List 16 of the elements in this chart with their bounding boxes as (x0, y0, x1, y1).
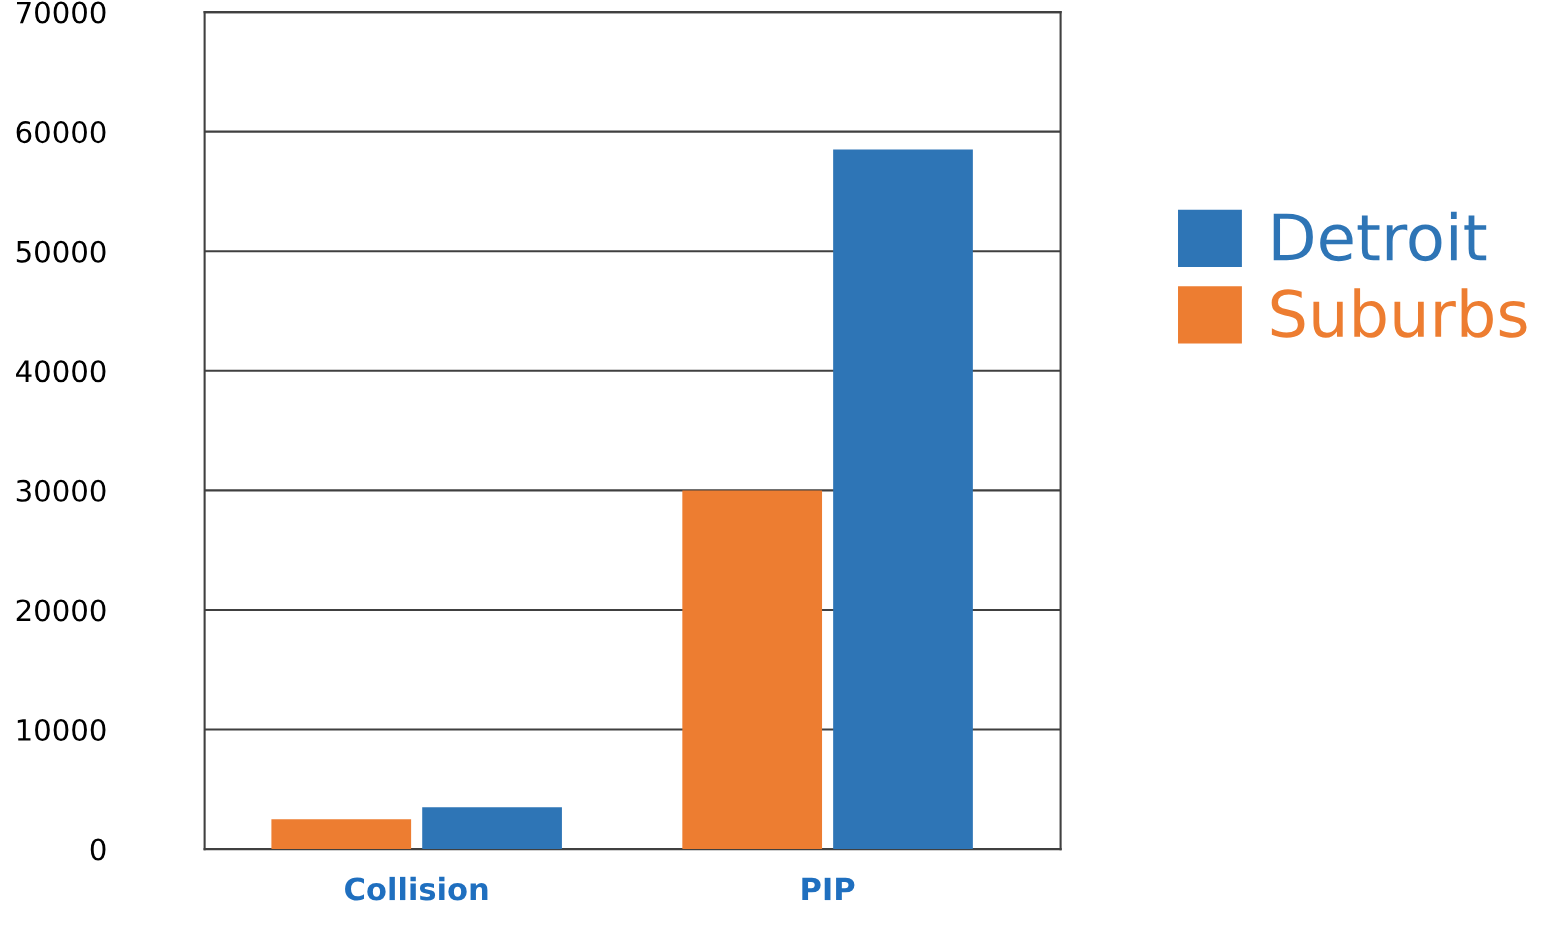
y-tick-label: 30000 (16, 479, 106, 502)
y-tick-label: 10000 (17, 718, 106, 742)
bar (271, 819, 412, 850)
bar (682, 490, 823, 850)
x-tick-label: Collision (345, 876, 488, 901)
bar (422, 807, 562, 850)
y-tick-label: 60000 (16, 121, 106, 144)
legend-label: Detroit (1273, 211, 1487, 262)
x-tick-label: PIP (802, 877, 855, 901)
y-tick-label: 50000 (16, 240, 106, 263)
bar (833, 149, 973, 850)
y-tick-label: 70000 (17, 1, 106, 24)
y-tick-label: 20000 (16, 599, 106, 622)
legend-label: Suburbs (1271, 288, 1527, 338)
y-tick-label: 40000 (16, 360, 106, 383)
y-tick-label: 0 (90, 838, 106, 861)
